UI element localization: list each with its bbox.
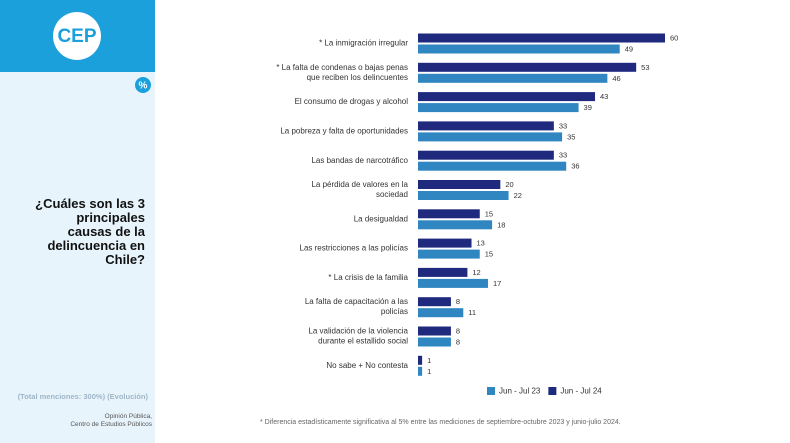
category-label: La pérdida de valores en la sociedad: [311, 180, 408, 199]
source: Opinión Pública, Centro de Estudios Públi…: [70, 413, 152, 428]
logo: CEP: [57, 26, 96, 47]
value-label: 17: [493, 279, 501, 288]
bar: [418, 308, 464, 318]
legend-label: Jun - Jul 23: [499, 387, 541, 396]
value-label: 39: [584, 103, 592, 112]
bar: [418, 121, 554, 131]
value-label: 46: [612, 74, 620, 83]
bar: [418, 355, 423, 365]
value-label: 49: [625, 44, 633, 53]
note: (Total menciones: 300%) (Evolución): [18, 392, 149, 401]
bar: [418, 73, 608, 83]
bar: [418, 44, 620, 54]
bar: [418, 132, 563, 142]
value-label: 22: [514, 191, 522, 200]
category-label: La validación de la violencia durante el …: [308, 327, 408, 346]
bar: [418, 209, 480, 219]
bar: [418, 150, 554, 160]
bar: [418, 33, 665, 43]
value-label: 20: [505, 180, 513, 189]
category-label: No sabe + No contesta: [326, 361, 408, 370]
logo-circle: [53, 12, 101, 60]
value-label: 8: [456, 326, 460, 335]
value-label: 53: [641, 63, 649, 72]
value-label: 12: [472, 268, 480, 277]
value-label: 35: [567, 132, 575, 141]
value-label: 8: [456, 337, 460, 346]
category-label: La desigualdad: [354, 214, 408, 223]
bar: [418, 161, 567, 171]
value-label: 60: [670, 33, 678, 42]
category-label: La falta de capacitación a las policías: [305, 297, 408, 316]
value-label: 1: [427, 356, 431, 365]
bar: [418, 267, 468, 277]
category-label: Las bandas de narcotráfico: [311, 156, 408, 165]
value-label: 33: [559, 151, 567, 160]
bar: [418, 366, 423, 376]
bar: [418, 249, 480, 259]
value-label: 13: [477, 239, 485, 248]
badge-circle: [135, 77, 151, 93]
footnote: * Diferencia estadísticamente significat…: [260, 419, 621, 426]
bar: [418, 220, 493, 230]
value-label: 15: [485, 250, 493, 259]
bar: [418, 278, 488, 288]
value-label: 15: [485, 209, 493, 218]
value-label: 8: [456, 297, 460, 306]
bar: [418, 103, 579, 113]
value-label: 1: [427, 367, 431, 376]
category-label: Las restricciones a las policías: [300, 244, 409, 253]
legend-label: Jun - Jul 24: [560, 387, 602, 396]
question: ¿Cuáles son las 3 principales causas de la…: [35, 196, 146, 267]
bar: [418, 92, 596, 102]
category-label: La pobreza y falta de oportunidades: [280, 127, 408, 136]
value-label: 18: [497, 220, 505, 229]
category-label: El consumo de drogas y alcohol: [295, 97, 409, 106]
bar: [418, 297, 451, 307]
category-label: * La inmigración irregular: [319, 39, 408, 48]
category-label: * La falta de condenas o bajas penas que …: [276, 63, 408, 82]
legend-swatch: [487, 387, 495, 395]
badge: %: [139, 81, 148, 92]
value-label: 36: [571, 162, 579, 171]
bar: [418, 337, 451, 347]
legend-swatch: [548, 387, 557, 395]
bar: [418, 191, 509, 200]
value-label: 33: [559, 121, 567, 130]
bar: [418, 180, 501, 189]
bar: [418, 326, 451, 336]
category-label: * La crisis de la familia: [328, 273, 408, 282]
value-label: 43: [600, 92, 608, 101]
value-label: 11: [468, 308, 476, 317]
bar: [418, 62, 637, 72]
side-panel: [0, 0, 155, 443]
bar: [418, 238, 472, 248]
